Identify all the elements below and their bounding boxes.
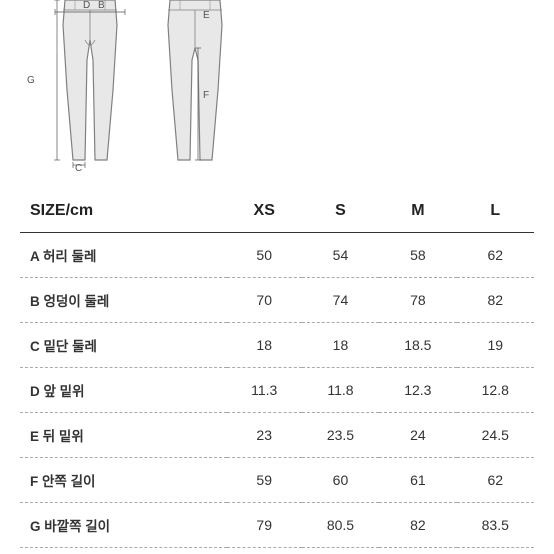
- cell-value: 18: [227, 323, 302, 368]
- cell-value: 18: [302, 323, 379, 368]
- cell-value: 58: [379, 233, 456, 278]
- table-body: A 허리 둘레50545862B 엉덩이 둘레70747882C 밑단 둘레18…: [20, 233, 534, 548]
- pants-front-svg: [45, 0, 135, 170]
- cell-value: 82: [457, 278, 534, 323]
- row-label: A 허리 둘레: [20, 233, 227, 278]
- table-header-row: SIZE/cm XS S M L: [20, 190, 534, 233]
- label-d: D: [83, 0, 90, 11]
- cell-value: 23.5: [302, 413, 379, 458]
- pants-diagram: G D B C E F H: [20, 0, 534, 175]
- header-m: M: [379, 190, 456, 233]
- pants-back-svg: [150, 0, 240, 170]
- cell-value: 59: [227, 458, 302, 503]
- cell-value: 50: [227, 233, 302, 278]
- size-table: SIZE/cm XS S M L A 허리 둘레50545862B 엉덩이 둘레…: [20, 190, 534, 548]
- cell-value: 24.5: [457, 413, 534, 458]
- label-f: F: [203, 90, 209, 101]
- cell-value: 11.8: [302, 368, 379, 413]
- cell-value: 80.5: [302, 503, 379, 548]
- header-xs: XS: [227, 190, 302, 233]
- cell-value: 78: [379, 278, 456, 323]
- row-label: B 엉덩이 둘레: [20, 278, 227, 323]
- cell-value: 19: [457, 323, 534, 368]
- header-s: S: [302, 190, 379, 233]
- label-h: H: [246, 0, 253, 3]
- label-b: B: [98, 0, 105, 11]
- header-size: SIZE/cm: [20, 190, 227, 233]
- cell-value: 82: [379, 503, 456, 548]
- cell-value: 62: [457, 458, 534, 503]
- row-label: G 바깥쪽 길이: [20, 503, 227, 548]
- table-row: C 밑단 둘레181818.519: [20, 323, 534, 368]
- label-g: G: [27, 75, 35, 86]
- table-row: F 안쪽 길이59606162: [20, 458, 534, 503]
- cell-value: 11.3: [227, 368, 302, 413]
- table-row: D 앞 밑위11.311.812.312.8: [20, 368, 534, 413]
- cell-value: 18.5: [379, 323, 456, 368]
- cell-value: 70: [227, 278, 302, 323]
- table-row: E 뒤 밑위2323.52424.5: [20, 413, 534, 458]
- cell-value: 62: [457, 233, 534, 278]
- cell-value: 54: [302, 233, 379, 278]
- row-label: E 뒤 밑위: [20, 413, 227, 458]
- header-l: L: [457, 190, 534, 233]
- row-label: F 안쪽 길이: [20, 458, 227, 503]
- row-label: C 밑단 둘레: [20, 323, 227, 368]
- cell-value: 12.8: [457, 368, 534, 413]
- table-row: B 엉덩이 둘레70747882: [20, 278, 534, 323]
- cell-value: 74: [302, 278, 379, 323]
- cell-value: 23: [227, 413, 302, 458]
- cell-value: 24: [379, 413, 456, 458]
- row-label: D 앞 밑위: [20, 368, 227, 413]
- table-row: A 허리 둘레50545862: [20, 233, 534, 278]
- table-row: G 바깥쪽 길이7980.58283.5: [20, 503, 534, 548]
- cell-value: 83.5: [457, 503, 534, 548]
- cell-value: 12.3: [379, 368, 456, 413]
- cell-value: 79: [227, 503, 302, 548]
- cell-value: 61: [379, 458, 456, 503]
- label-e: E: [203, 10, 210, 21]
- label-c: C: [75, 163, 82, 174]
- cell-value: 60: [302, 458, 379, 503]
